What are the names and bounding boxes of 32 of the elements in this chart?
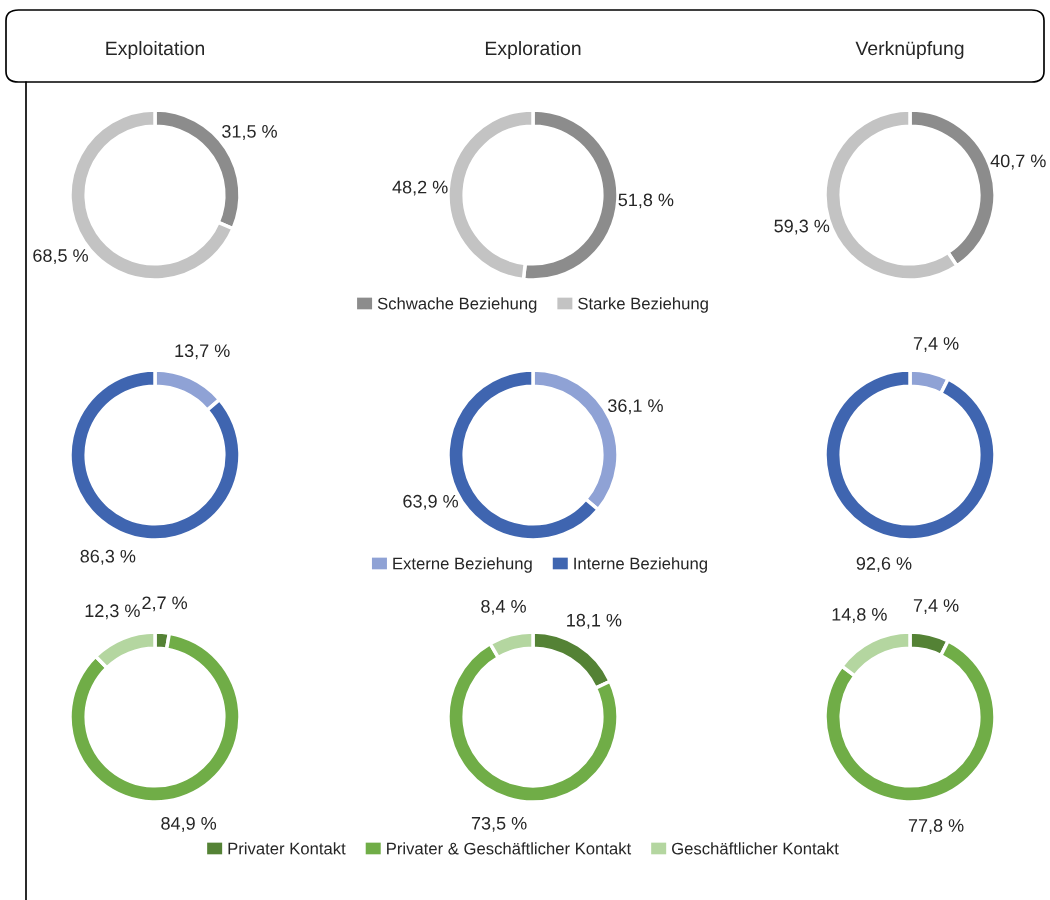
chart-title: Verknüpfung: [855, 40, 964, 60]
data-label: 92,6 %: [856, 557, 912, 572]
legend-label: Starke Beziehung: [578, 297, 708, 313]
data-label: 7,4 %: [913, 599, 959, 614]
data-label: 59,3 %: [774, 219, 830, 235]
donut-slice: [68, 631, 242, 804]
data-label: 36,1 %: [608, 399, 663, 415]
legend-label: Privater Kontakt: [228, 842, 346, 855]
legend-label: Interne Beziehung: [574, 557, 707, 573]
data-label: 73,5 %: [471, 816, 527, 832]
data-label: 8,4 %: [481, 599, 526, 615]
data-label: 13,7 %: [175, 344, 230, 360]
data-label: 84,9 %: [161, 817, 217, 832]
data-label: 2,7 %: [142, 596, 188, 612]
data-label: 7,4 %: [913, 337, 959, 352]
data-label: 48,2 %: [392, 180, 448, 196]
chart-title: Exploitation: [106, 40, 204, 60]
chart-title: Exploration: [485, 40, 581, 60]
legend-label: Schwache Beziehung: [377, 297, 537, 313]
data-label: 18,1 %: [567, 613, 622, 629]
data-label: 68,5 %: [33, 249, 88, 265]
data-label: 12,3 %: [85, 604, 140, 620]
legend-label: Privater & Geschäftlicher Kontakt: [387, 842, 632, 855]
data-label: 31,5 %: [222, 124, 277, 140]
legend-label: Externe Beziehung: [393, 557, 532, 573]
legend-label: Geschäftlicher Kontakt: [672, 842, 839, 855]
data-label: 51,8 %: [618, 193, 674, 209]
data-label: 63,9 %: [403, 494, 459, 510]
data-label: 14,8 %: [832, 608, 887, 623]
data-label: 77,8 %: [908, 819, 964, 834]
data-label: 86,3 %: [80, 549, 136, 565]
data-label: 40,7 %: [990, 154, 1046, 170]
